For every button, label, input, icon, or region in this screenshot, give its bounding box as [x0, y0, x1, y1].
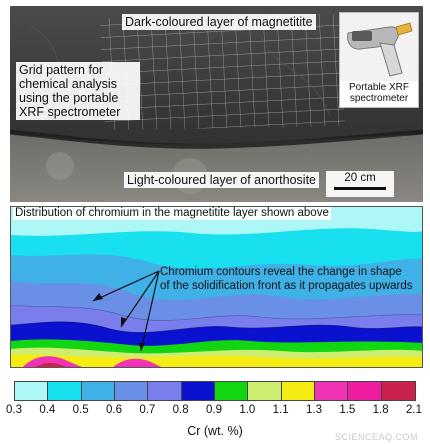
colorbar-swatch [181, 382, 215, 400]
watermark: SCIENCEAQ.COM [334, 432, 418, 442]
colorbar-tick-label: 1.8 [372, 404, 389, 416]
inset-caption-line: Portable XRF [348, 82, 410, 93]
chromium-contour-map [10, 206, 423, 368]
colorbar-swatch [314, 382, 349, 400]
annotation-line: of the solidification front as it propag… [160, 280, 413, 292]
colorbar-axis-label: Cr (wt. %) [187, 424, 243, 438]
magnetitite-layer-label: Dark-coloured layer of magnetitite [122, 14, 316, 30]
colorbar-tick-label: 0.6 [106, 404, 122, 416]
contour-annotation: Chromium contours reveal the change in s… [160, 265, 420, 293]
colorbar-tick-label: 0.8 [172, 404, 189, 416]
colorbar-swatch [15, 382, 49, 400]
cr-colorbar [14, 381, 416, 401]
colorbar-tick-label: 1.0 [239, 404, 256, 416]
scale-bar: 20 cm [326, 171, 394, 197]
arrowhead [121, 317, 127, 327]
cr-colorbar-ticks: 0.3 0.4 0.5 0.6 0.7 0.8 0.9 1.0 1.1 1.3 1.5 1.8 2.1 [6, 404, 422, 418]
arrowhead [93, 293, 103, 301]
colorbar-swatch [381, 382, 415, 400]
colorbar-tick-label: 0.3 [6, 404, 22, 416]
annotation-line: Chromium contours reveal the change in s… [160, 266, 402, 278]
grid-pattern-label-line: XRF spectrometer [19, 105, 121, 119]
colorbar-tick-label: 0.9 [206, 404, 222, 416]
colorbar-swatch [114, 382, 149, 400]
colorbar-swatch [348, 382, 382, 400]
colorbar-tick-label: 1.3 [306, 404, 322, 416]
colorbar-swatch [148, 382, 182, 400]
anorthosite-layer-label: Light-coloured layer of anorthosite [124, 172, 320, 188]
map-title: Distribution of chromium in the magnetit… [13, 207, 331, 220]
scale-bar-line [334, 187, 386, 190]
colorbar-swatch [248, 382, 282, 400]
contour-map-drawing [11, 207, 422, 367]
colorbar-swatch [48, 382, 82, 400]
grid-pattern-label: Grid pattern for chemical analysis using… [16, 62, 140, 120]
colorbar-swatch [281, 382, 315, 400]
colorbar-swatch [81, 382, 115, 400]
colorbar-tick-label: 2.1 [406, 404, 422, 416]
grid-pattern-label-line: using the portable [19, 91, 119, 105]
arrowhead [139, 343, 145, 351]
annotation-arrow [120, 270, 160, 328]
colorbar-tick-label: 0.4 [39, 404, 56, 416]
colorbar-tick-label: 1.5 [339, 404, 356, 416]
scale-bar-label: 20 cm [344, 172, 376, 184]
spectrometer-inset: Portable XRF spectrometer [339, 12, 419, 108]
colorbar-swatch [214, 382, 249, 400]
colorbar-tick-label: 0.5 [72, 404, 89, 416]
annotation-arrow [92, 270, 160, 302]
colorbar-tick-label: 1.1 [272, 404, 289, 416]
spectrometer-icon [340, 13, 418, 81]
grid-pattern-label-line: chemical analysis [19, 77, 117, 91]
inset-caption-line: spectrometer [349, 93, 409, 104]
colorbar-tick-label: 0.7 [139, 404, 156, 416]
annotation-arrow [140, 270, 160, 352]
grid-pattern-label-line: Grid pattern for [19, 63, 104, 77]
